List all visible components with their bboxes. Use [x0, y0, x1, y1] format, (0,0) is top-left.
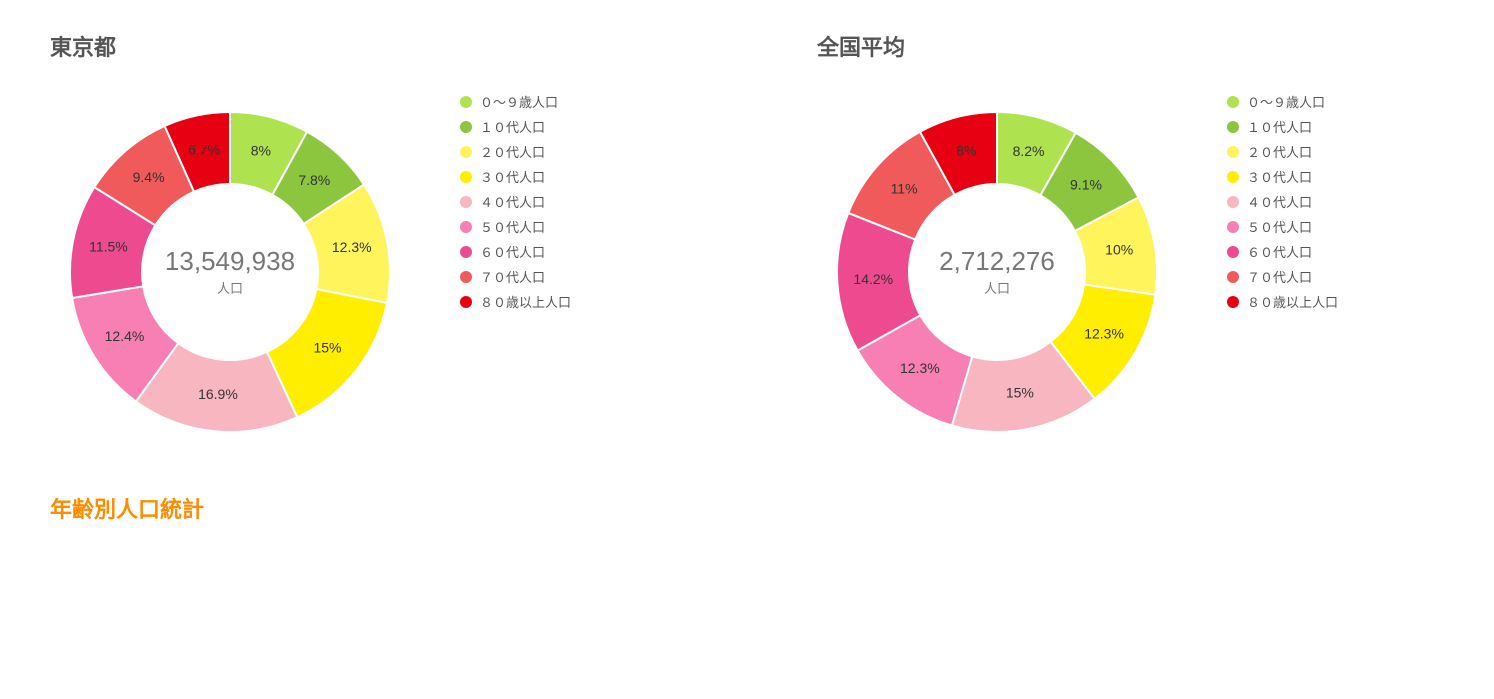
legend-swatch-icon — [460, 171, 472, 183]
legend-label: ６０代人口 — [1247, 242, 1312, 261]
slice-label: 15% — [1006, 385, 1034, 401]
legend-swatch-icon — [1227, 121, 1239, 133]
legend-swatch-icon — [1227, 196, 1239, 208]
legend-item[interactable]: １０代人口 — [1227, 117, 1338, 136]
slice-label: 8% — [251, 143, 271, 159]
legend-label: ７０代人口 — [1247, 267, 1312, 286]
slice-label: 14.2% — [853, 271, 893, 287]
legend-item[interactable]: ５０代人口 — [1227, 217, 1338, 236]
legend-item[interactable]: ５０代人口 — [460, 217, 571, 236]
legend-item[interactable]: ０～９歳人口 — [1227, 92, 1338, 111]
legend-item[interactable]: ３０代人口 — [1227, 167, 1338, 186]
legend-item[interactable]: ３０代人口 — [460, 167, 571, 186]
chart-body: 8%7.8%12.3%15%16.9%12.4%11.5%9.4%6.7%13,… — [20, 82, 707, 462]
legend-swatch-icon — [460, 146, 472, 158]
legend-label: ２０代人口 — [1247, 142, 1312, 161]
legend-item[interactable]: ８０歳以上人口 — [1227, 292, 1338, 311]
legend-label: ０～９歳人口 — [480, 92, 558, 111]
legend-label: ３０代人口 — [480, 167, 545, 186]
slice-label: 12.3% — [1084, 325, 1124, 341]
slice-label: 12.3% — [332, 239, 372, 255]
donut-chart: 8.2%9.1%10%12.3%15%12.3%14.2%11%8%2,712,… — [807, 82, 1187, 462]
legend-item[interactable]: ７０代人口 — [460, 267, 571, 286]
legend-label: １０代人口 — [480, 117, 545, 136]
legend-swatch-icon — [1227, 221, 1239, 233]
legend-label: ５０代人口 — [480, 217, 545, 236]
legend-swatch-icon — [1227, 271, 1239, 283]
slice-label: 16.9% — [198, 386, 238, 402]
chart-title: 東京都 — [50, 30, 707, 62]
legend-label: ６０代人口 — [480, 242, 545, 261]
chart-title: 全国平均 — [817, 30, 1474, 62]
legend-label: ８０歳以上人口 — [480, 292, 571, 311]
slice-label: 11% — [891, 181, 918, 197]
legend-swatch-icon — [460, 221, 472, 233]
legend-item[interactable]: ８０歳以上人口 — [460, 292, 571, 311]
legend-label: ２０代人口 — [480, 142, 545, 161]
legend-item[interactable]: ２０代人口 — [460, 142, 571, 161]
slice-label: 11.5% — [89, 238, 128, 254]
slice-label: 8% — [956, 143, 976, 159]
slice-label: 10% — [1105, 242, 1133, 258]
legend-swatch-icon — [1227, 146, 1239, 158]
legend-item[interactable]: ０～９歳人口 — [460, 92, 571, 111]
slice-label: 9.4% — [133, 169, 165, 185]
legend-item[interactable]: １０代人口 — [460, 117, 571, 136]
legend-swatch-icon — [1227, 246, 1239, 258]
legend-swatch-icon — [460, 246, 472, 258]
legend-label: ４０代人口 — [480, 192, 545, 211]
legend-item[interactable]: ２０代人口 — [1227, 142, 1338, 161]
slice-label: 9.1% — [1070, 176, 1102, 192]
chart-panel: 東京都 8% 7.8% 12.3% 15% 16.9% 12.4% 11.5% 9.4% 6.7%… — [20, 20, 707, 462]
legend-label: ８０歳以上人口 — [1247, 292, 1338, 311]
legend: ０～９歳人口 １０代人口 ２０代人口 ３０代人口 ４０代人口 ５０代人口 ６０代人口 ７０代人… — [1227, 92, 1338, 317]
chart-panel: 全国平均8.2%9.1%10%12.3%15%12.3%14.2%11%8%2,… — [787, 20, 1474, 462]
legend-item[interactable]: ４０代人口 — [1227, 192, 1338, 211]
charts-row: 東京都 8% 7.8% 12.3% 15% 16.9% 12.4% 11.5% 9.4% 6.7%… — [20, 20, 1474, 462]
legend-swatch-icon — [460, 196, 472, 208]
legend-label: ０～９歳人口 — [1247, 92, 1325, 111]
slice-label: 12.4% — [105, 328, 145, 344]
legend-item[interactable]: ６０代人口 — [460, 242, 571, 261]
legend-swatch-icon — [460, 96, 472, 108]
slice-label: 6.7% — [188, 141, 220, 157]
chart-body: 8.2%9.1%10%12.3%15%12.3%14.2%11%8%2,712,… — [787, 82, 1474, 462]
legend-label: ４０代人口 — [1247, 192, 1312, 211]
legend-swatch-icon — [460, 121, 472, 133]
slice-label: 15% — [313, 339, 341, 355]
legend-swatch-icon — [1227, 296, 1239, 308]
section-title: 年齢別人口統計 — [50, 492, 1474, 524]
legend-label: １０代人口 — [1247, 117, 1312, 136]
legend-item[interactable]: ７０代人口 — [1227, 267, 1338, 286]
legend-item[interactable]: ６０代人口 — [1227, 242, 1338, 261]
legend-swatch-icon — [1227, 171, 1239, 183]
slice-label: 8.2% — [1013, 143, 1045, 159]
legend-swatch-icon — [460, 271, 472, 283]
legend-label: ７０代人口 — [480, 267, 545, 286]
legend-label: ３０代人口 — [1247, 167, 1312, 186]
legend: ０～９歳人口 １０代人口 ２０代人口 ３０代人口 ４０代人口 ５０代人口 ６０代人口 ７０代人… — [460, 92, 571, 317]
slice-label: 12.3% — [900, 360, 940, 376]
legend-swatch-icon — [460, 296, 472, 308]
donut-chart: 8%7.8%12.3%15%16.9%12.4%11.5%9.4%6.7%13,… — [40, 82, 420, 462]
legend-swatch-icon — [1227, 96, 1239, 108]
slice-label: 7.8% — [298, 172, 330, 188]
legend-item[interactable]: ４０代人口 — [460, 192, 571, 211]
legend-label: ５０代人口 — [1247, 217, 1312, 236]
